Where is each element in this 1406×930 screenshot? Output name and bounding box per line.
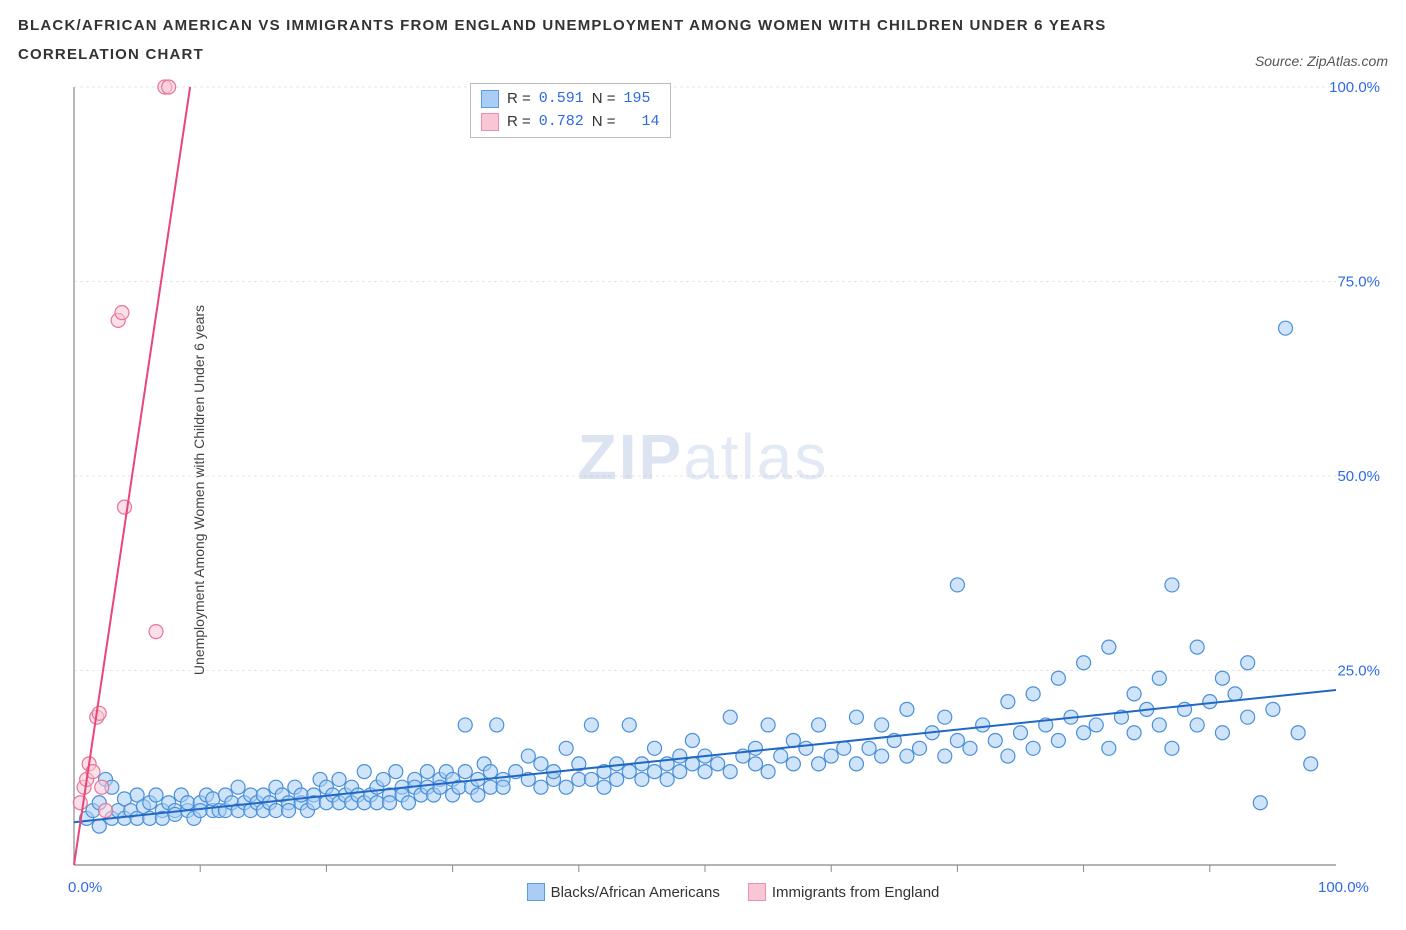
stats-row-pink: R = 0.782 N = 14 bbox=[481, 111, 660, 134]
y-axis-label: Unemployment Among Women with Children U… bbox=[191, 305, 207, 675]
chart-container: Unemployment Among Women with Children U… bbox=[18, 75, 1388, 905]
x-axis-max-label: 100.0% bbox=[1318, 879, 1369, 896]
chart-title-1: BLACK/AFRICAN AMERICAN VS IMMIGRANTS FRO… bbox=[18, 12, 1107, 41]
svg-text:100.0%: 100.0% bbox=[1329, 79, 1380, 96]
source-text: Source: ZipAtlas.com bbox=[1255, 53, 1388, 69]
svg-text:75.0%: 75.0% bbox=[1337, 274, 1380, 291]
svg-text:25.0%: 25.0% bbox=[1337, 663, 1380, 680]
stats-legend-box: R = 0.591 N = 195 R = 0.782 N = 14 bbox=[470, 83, 671, 138]
svg-text:50.0%: 50.0% bbox=[1337, 468, 1380, 485]
swatch-blue bbox=[481, 90, 499, 108]
stats-row-blue: R = 0.591 N = 195 bbox=[481, 88, 660, 111]
x-axis-min-label: 0.0% bbox=[68, 879, 102, 896]
chart-title-2: CORRELATION CHART bbox=[18, 41, 1107, 70]
scatter-plot: 25.0% 50.0% 75.0% 100.0% bbox=[18, 75, 1388, 905]
swatch-pink bbox=[481, 113, 499, 131]
